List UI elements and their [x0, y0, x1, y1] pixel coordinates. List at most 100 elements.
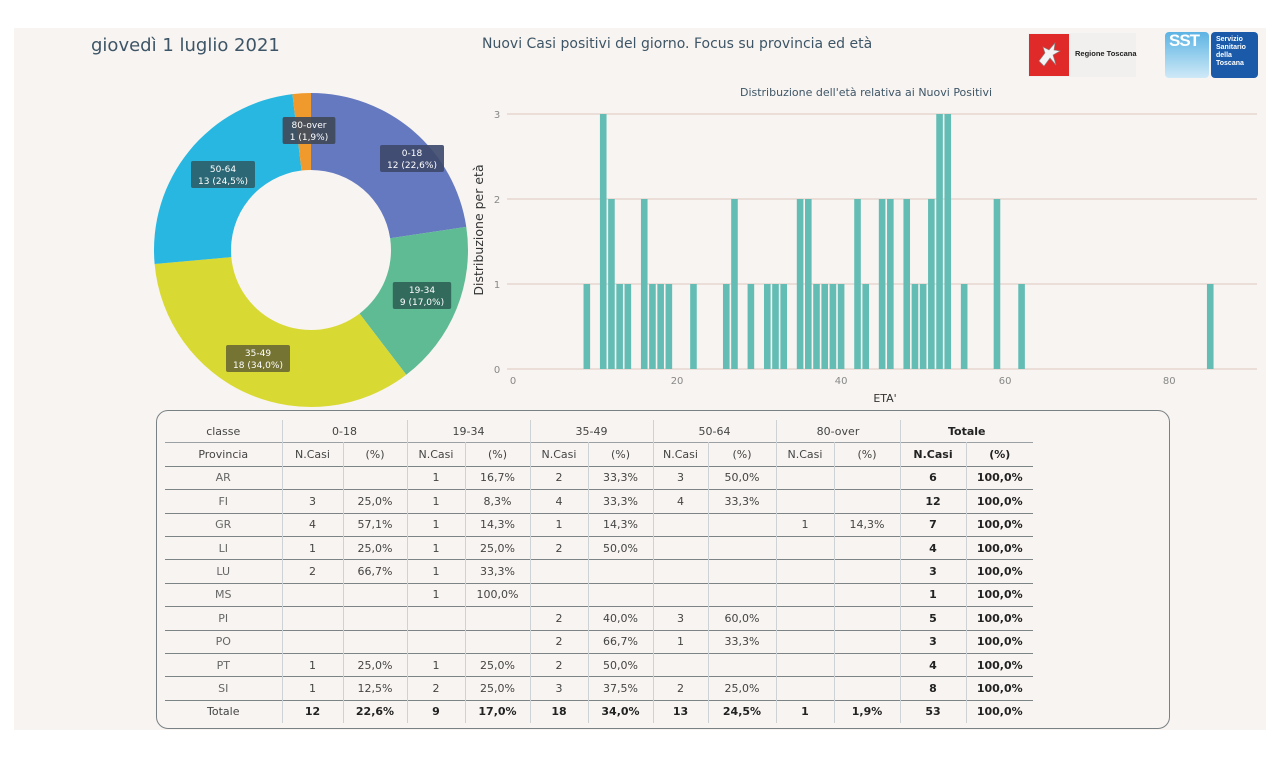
count-cell: 2 — [406, 676, 465, 701]
percent-cell: 66,7% — [587, 630, 653, 654]
donut-label-value: 18 (34,0%) — [233, 361, 283, 371]
percent-cell: 25,0% — [707, 676, 776, 701]
bar-age-18[interactable] — [657, 284, 664, 369]
bar-age-13[interactable] — [616, 284, 623, 369]
bar-age-26[interactable] — [722, 284, 730, 369]
count-cell — [281, 630, 343, 654]
bar-age-33[interactable] — [780, 284, 787, 369]
bar-age-40[interactable] — [837, 284, 845, 369]
bar-age-35[interactable] — [796, 199, 804, 369]
count-cell — [406, 630, 465, 654]
donut-label-0-18: 0-18 12 (22,6%) — [380, 145, 444, 172]
percent-header: (%) — [464, 442, 530, 467]
count-cell: 2 — [529, 606, 588, 631]
bar-age-49[interactable] — [911, 284, 919, 369]
bar-age-16[interactable] — [640, 199, 648, 369]
bar-age-52[interactable] — [936, 114, 943, 369]
donut-slice-35-49[interactable] — [154, 257, 407, 407]
count-cell: 1 — [281, 676, 343, 701]
count-cell: 1 — [406, 513, 465, 537]
y-axis-label: Distribuzione per età — [471, 164, 486, 295]
total-count-cell: 12 — [281, 700, 343, 724]
sst-line: Toscana — [1216, 60, 1244, 67]
count-cell: 1 — [652, 630, 708, 654]
bar-age-45[interactable] — [878, 199, 886, 369]
count-cell — [652, 513, 708, 537]
bar-age-43[interactable] — [862, 284, 870, 369]
province-cell: LI — [218, 541, 228, 555]
bar-age-17[interactable] — [649, 284, 656, 369]
percent-cell: 25,0% — [342, 536, 407, 560]
bar-age-9[interactable] — [583, 284, 591, 369]
bar-age-62[interactable] — [1018, 284, 1025, 369]
count-cell: 3 — [652, 606, 708, 631]
bar-age-36[interactable] — [805, 199, 812, 369]
bar-age-48[interactable] — [903, 199, 911, 369]
count-cell: 1 — [899, 583, 966, 607]
province-cell: GR — [215, 518, 232, 532]
count-cell: 1 — [281, 653, 343, 677]
donut-label-background — [380, 145, 444, 172]
count-cell — [775, 583, 834, 607]
province-cell: PT — [216, 658, 230, 672]
bar-age-22[interactable] — [690, 284, 697, 369]
count-cell: 4 — [652, 489, 708, 514]
count-cell: 2 — [281, 559, 343, 584]
percent-cell — [707, 536, 776, 560]
count-cell — [406, 606, 465, 631]
bar-age-29[interactable] — [747, 284, 755, 369]
percent-cell — [833, 559, 900, 584]
percent-cell — [342, 583, 407, 607]
total-count-cell: 18 — [529, 700, 588, 724]
bar-age-12[interactable] — [608, 199, 615, 369]
bar-age-50[interactable] — [919, 284, 927, 369]
bar-age-53[interactable] — [944, 114, 952, 369]
percent-cell: 25,0% — [342, 653, 407, 677]
total-count-cell: 53 — [899, 700, 966, 724]
percent-cell — [833, 489, 900, 514]
count-cell: 3 — [899, 559, 966, 584]
bar-age-46[interactable] — [887, 199, 894, 369]
count-cell: 3 — [899, 630, 966, 654]
count-cell — [775, 630, 834, 654]
total-label-cell: Totale — [207, 705, 240, 719]
x-tick-label: 40 — [835, 376, 848, 387]
bar-age-55[interactable] — [960, 284, 968, 369]
count-cell: 3 — [281, 489, 343, 514]
bar-age-37[interactable] — [813, 284, 820, 369]
x-tick-label: 0 — [510, 376, 516, 387]
percent-cell: 8,3% — [464, 489, 530, 514]
bar-age-59[interactable] — [993, 199, 1001, 369]
age-group-header: 0-18 — [281, 420, 407, 443]
bar-age-42[interactable] — [854, 199, 861, 369]
bar-age-32[interactable] — [772, 284, 779, 369]
donut-label-80-over: 80-over 1 (1,9%) — [282, 117, 336, 144]
table-row: GR 4 57,1% 1 14,3% 1 14,3% 1 14,3% 7 100,0% — [165, 513, 1033, 537]
count-cell — [775, 676, 834, 701]
count-cell: 3 — [529, 676, 588, 701]
percent-cell — [342, 630, 407, 654]
percent-header: (%) — [965, 442, 1033, 467]
bar-age-14[interactable] — [624, 284, 632, 369]
province-cell: PI — [218, 611, 229, 625]
percent-cell — [342, 606, 407, 631]
bar-age-39[interactable] — [829, 284, 837, 369]
bar-age-11[interactable] — [599, 114, 607, 369]
table-row: LU 2 66,7% 1 33,3% 3 100,0% — [165, 559, 1033, 584]
percent-cell: 25,0% — [464, 676, 530, 701]
percent-cell: 100,0% — [965, 606, 1033, 631]
bar-age-38[interactable] — [821, 284, 829, 369]
percent-cell — [707, 583, 776, 607]
percent-cell: 50,0% — [707, 466, 776, 490]
bar-age-51[interactable] — [928, 199, 935, 369]
bar-age-31[interactable] — [763, 284, 771, 369]
bar-age-27[interactable] — [731, 199, 738, 369]
percent-cell: 66,7% — [342, 559, 407, 584]
bar-age-19[interactable] — [665, 284, 673, 369]
total-count-cell: 13 — [652, 700, 708, 724]
count-cell — [775, 536, 834, 560]
total-percent-cell: 24,5% — [707, 700, 776, 724]
percent-cell: 50,0% — [587, 536, 653, 560]
bar-age-85[interactable] — [1206, 284, 1214, 369]
age-distribution-bar-chart: 0 1 2 3 0 20 40 60 80 Distribuzione dell'età rela… — [471, 86, 1257, 405]
